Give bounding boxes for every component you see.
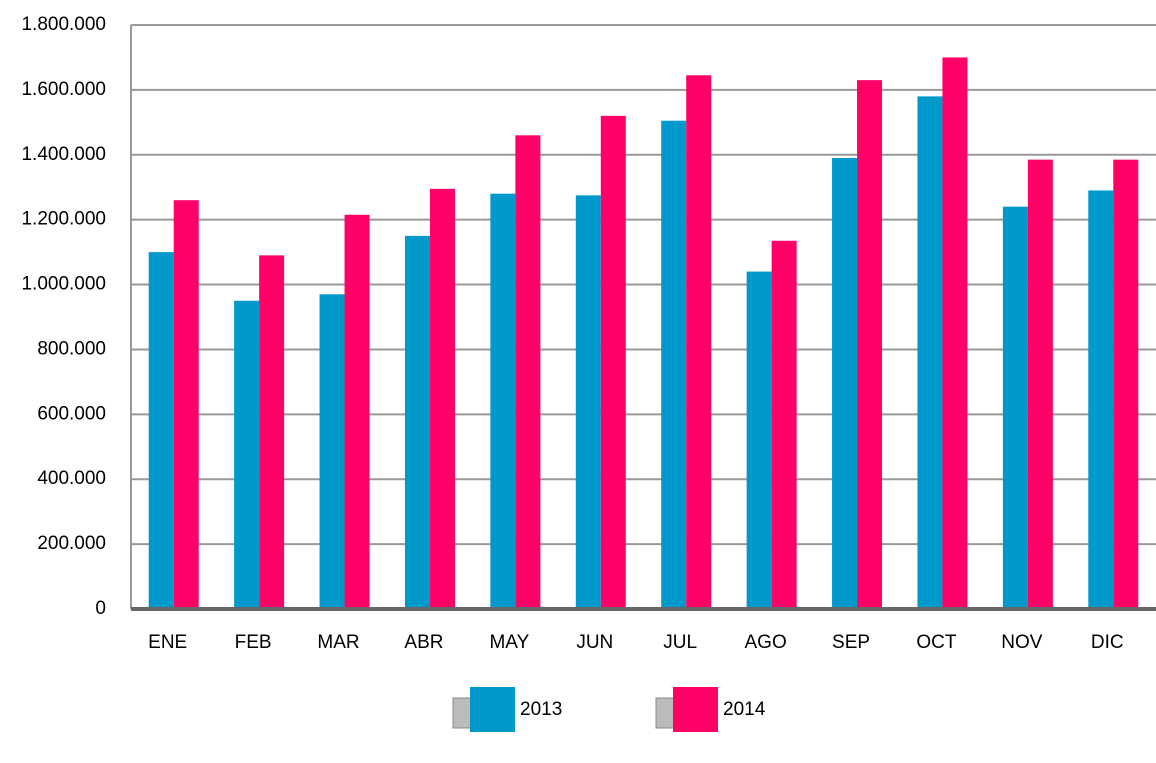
bar [1027,159,1053,609]
bar [771,240,797,609]
x-tick-label: MAY [489,632,529,653]
bar [575,195,601,610]
bar [490,193,516,609]
bar [1002,206,1028,609]
bar [404,235,430,609]
bar [600,115,626,609]
x-tick-label: OCT [916,632,957,653]
x-tick-label: NOV [1001,632,1043,653]
x-tick-label: ENE [148,632,187,653]
y-tick-label: 200.000 [37,533,106,554]
x-tick-label: FEB [235,632,272,653]
y-tick-label: 800.000 [37,338,106,359]
y-tick-label: 1.600.000 [21,79,106,100]
bar [344,214,370,610]
y-tick-label: 0 [95,598,106,619]
y-tick-label: 1.400.000 [21,144,106,165]
legend-swatch [470,687,515,732]
bar [857,80,883,609]
bar [661,120,687,609]
y-tick-label: 600.000 [37,403,106,424]
bar [1088,190,1114,609]
bar [259,255,285,609]
legend-swatch [673,687,718,732]
x-tick-label: AGO [745,632,787,653]
legend-label: 2014 [723,699,766,720]
x-tick-label: MAR [317,632,359,653]
bar [234,300,260,609]
x-tick-label: JUN [576,632,613,653]
bar [686,75,712,610]
y-tick-label: 1.200.000 [21,209,106,230]
x-tick-label: DIC [1091,632,1124,653]
bar [746,271,772,609]
bar [515,135,541,610]
bar [429,188,455,609]
bar [832,158,858,609]
y-tick-label: 1.000.000 [21,274,106,295]
x-tick-label: SEP [832,632,870,653]
x-tick-label: ABR [404,632,443,653]
y-tick-label: 400.000 [37,468,106,489]
bar [319,294,345,609]
bar [173,200,199,609]
bar [148,252,174,609]
legend-label: 2013 [520,699,562,720]
bar [917,96,943,609]
y-tick-label: 1.800.000 [21,14,106,35]
x-tick-label: JUL [663,632,697,653]
bar [942,57,968,609]
bar [1113,159,1139,609]
